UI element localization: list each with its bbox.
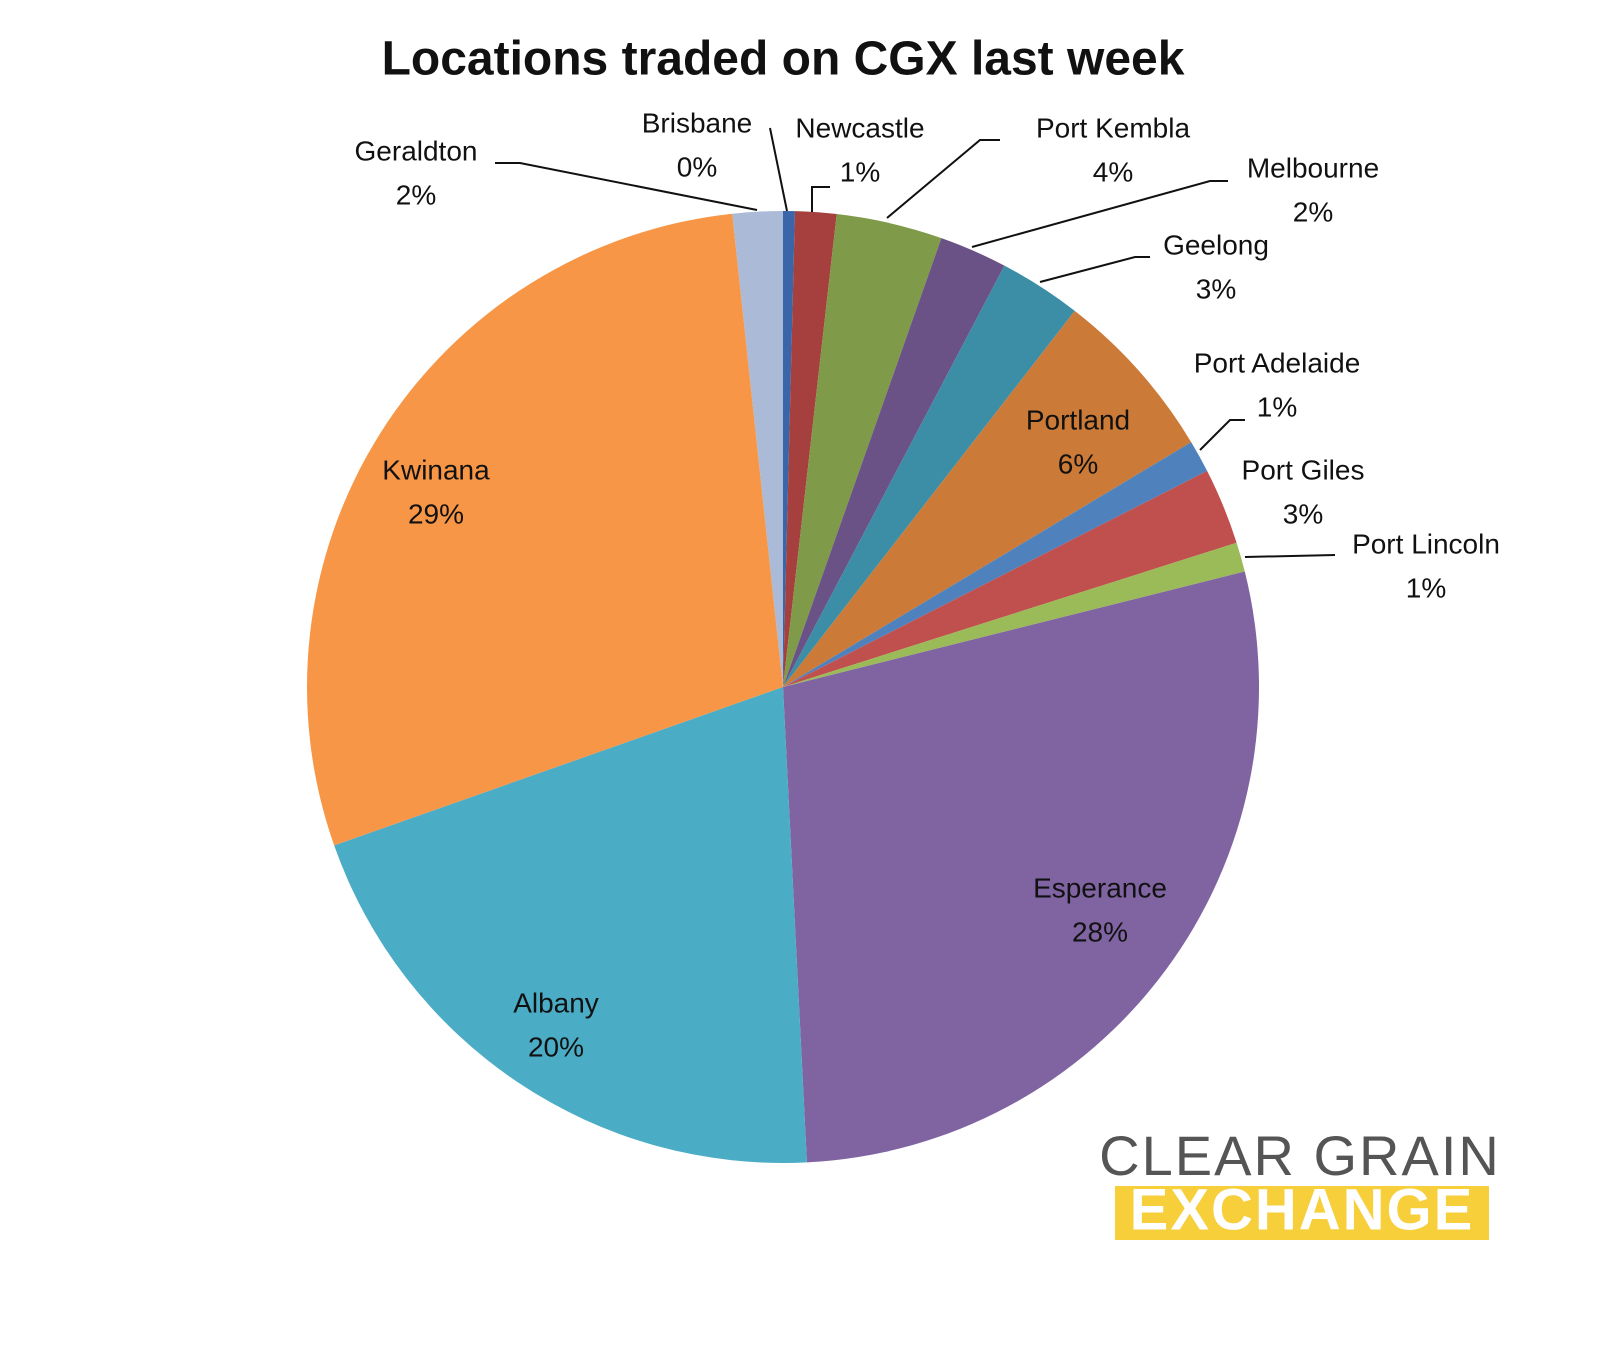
slice-value-label: 0%	[677, 151, 717, 182]
leader-line	[1199, 419, 1245, 451]
slice	[783, 542, 1245, 687]
slice-value-label: 1%	[1406, 572, 1446, 603]
slice-label: Esperance	[1033, 872, 1167, 903]
slice-label: Brisbane	[642, 107, 753, 138]
leader-line	[1244, 554, 1336, 558]
slice-value-label: 20%	[528, 1031, 584, 1062]
slice	[783, 470, 1237, 687]
slice-label: Portland	[1026, 404, 1130, 435]
logo-line1: CLEAR GRAIN	[1099, 1124, 1501, 1187]
slice-label: Port Lincoln	[1352, 528, 1500, 559]
leader-line	[769, 127, 788, 212]
slice	[783, 265, 1075, 687]
slice-label: Geraldton	[355, 135, 478, 166]
slice-label: Port Kembla	[1036, 112, 1190, 143]
slice	[732, 211, 783, 687]
slice-label: Albany	[513, 987, 599, 1018]
slice-label: Melbourne	[1247, 152, 1379, 183]
leader-line	[971, 180, 1228, 248]
leader-line	[495, 162, 758, 211]
slice-value-label: 2%	[1293, 196, 1333, 227]
slice	[783, 214, 942, 687]
slice	[307, 213, 783, 846]
slice-value-label: 6%	[1058, 448, 1098, 479]
leader-line	[1039, 256, 1150, 283]
slice	[783, 211, 795, 687]
slice-value-label: 1%	[840, 156, 880, 187]
slice-label: Port Adelaide	[1194, 347, 1361, 378]
slice	[783, 238, 1005, 687]
logo-band	[1115, 1186, 1489, 1240]
slice-value-label: 3%	[1196, 273, 1236, 304]
slice-label: Port Giles	[1242, 454, 1365, 485]
slice	[783, 310, 1192, 687]
slice-label: Geelong	[1163, 229, 1269, 260]
chart-title: Locations traded on CGX last week	[382, 33, 1185, 86]
slice-label: Kwinana	[382, 454, 490, 485]
logo-line2: EXCHANGE	[1130, 1177, 1475, 1242]
slice-value-label: 28%	[1072, 916, 1128, 947]
slice	[783, 211, 837, 687]
slice-value-label: 29%	[408, 498, 464, 529]
logo: CLEAR GRAIN EXCHANGE	[1099, 1124, 1501, 1243]
slice-value-label: 3%	[1283, 498, 1323, 529]
slice-label: Newcastle	[795, 112, 924, 143]
slice-value-label: 4%	[1093, 156, 1133, 187]
slice-value-label: 2%	[396, 179, 436, 210]
slice	[334, 687, 807, 1163]
leader-line	[886, 139, 1000, 219]
pie	[307, 211, 1260, 1163]
slice	[783, 571, 1260, 1163]
slice-value-label: 1%	[1257, 391, 1297, 422]
leader-line	[811, 186, 830, 212]
slice	[783, 442, 1208, 687]
